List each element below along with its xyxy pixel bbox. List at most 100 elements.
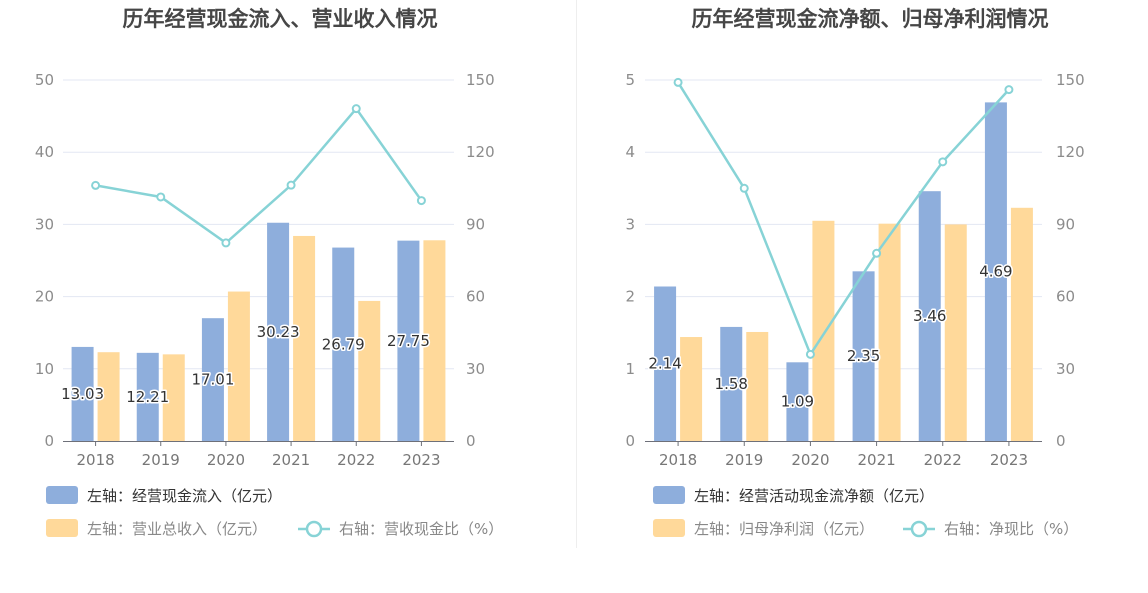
bar-secondary xyxy=(293,235,316,441)
y-left-tick-label: 5 xyxy=(625,71,635,89)
chart-panel-cash-inflow-revenue: 历年经营现金流入、营业收入情况 0 10 20 30 40 50 0 30 60 90 120 150… xyxy=(0,0,574,589)
bar-data-label: 13.03 xyxy=(61,385,104,403)
bar-secondary xyxy=(812,220,835,441)
legend-label-secondary: 左轴：归母净利润（亿元） xyxy=(694,520,874,538)
bar-secondary xyxy=(878,223,901,441)
y-left-tick-label: 10 xyxy=(35,360,54,378)
bar-data-label: 2.14 xyxy=(648,355,681,373)
legend-swatch-secondary xyxy=(46,519,78,537)
y-right-tick-label: 60 xyxy=(466,288,485,306)
bar-secondary xyxy=(680,337,703,441)
line-series xyxy=(677,81,1010,358)
bar-data-label: 17.01 xyxy=(191,371,234,389)
bar-primary xyxy=(201,318,224,441)
legend-label-line: 右轴：净现比（%） xyxy=(944,520,1078,538)
y-right-tick-label: 0 xyxy=(1056,432,1066,450)
y-right-tick-label: 150 xyxy=(1056,71,1085,89)
bar-secondary xyxy=(746,331,769,441)
y-left-tick-label: 40 xyxy=(35,143,54,161)
bar-primary xyxy=(136,352,159,441)
y-left-tick-label: 0 xyxy=(625,432,635,450)
bar-secondary xyxy=(358,300,381,441)
bar-primary xyxy=(397,240,420,441)
bar-secondary xyxy=(944,224,967,441)
bar-data-label: 3.46 xyxy=(913,307,946,325)
bar-data-label: 1.09 xyxy=(781,393,814,411)
x-tick-label: 2018 xyxy=(659,451,697,469)
chart-title-right: 历年经营现金流净额、归母净利润情况 xyxy=(692,7,1049,31)
x-tick-label: 2022 xyxy=(337,451,375,469)
bar-data-label: 2.35 xyxy=(847,347,880,365)
x-tick-label: 2019 xyxy=(142,451,180,469)
chart-panel-net-cashflow-profit: 历年经营现金流净额、归母净利润情况 0 1 2 3 4 5 0 30 60 90 120 150 201… xyxy=(574,0,1148,589)
y-left-tick-label: 2 xyxy=(625,288,635,306)
line-series xyxy=(95,106,423,245)
y-left-tick-label: 1 xyxy=(625,360,635,378)
line-point xyxy=(805,349,815,359)
x-tick-label: 2019 xyxy=(725,451,763,469)
bar-primary xyxy=(918,191,941,441)
bar-primary xyxy=(852,271,875,441)
bar-primary xyxy=(332,247,355,441)
x-tick-label: 2018 xyxy=(76,451,114,469)
legend-swatch-line-marker xyxy=(910,520,928,538)
line-point xyxy=(673,77,683,87)
x-tick-label: 2020 xyxy=(791,451,829,469)
legend-swatch-line-marker xyxy=(305,520,323,538)
bar-primary xyxy=(267,222,290,441)
bar-data-label: 30.23 xyxy=(257,323,300,341)
x-tick-label: 2021 xyxy=(272,451,310,469)
bar-data-label: 27.75 xyxy=(387,332,430,350)
y-right-tick-label: 90 xyxy=(466,215,485,233)
legend-label-line: 右轴：营收现金比（%） xyxy=(339,520,503,538)
y-right-tick-label: 0 xyxy=(466,432,476,450)
y-left-tick-label: 4 xyxy=(625,143,635,161)
x-tick-label: 2022 xyxy=(924,451,962,469)
legend-label-primary: 左轴：经营现金流入（亿元） xyxy=(87,487,282,505)
bar-data-label: 4.69 xyxy=(979,263,1012,281)
line-point xyxy=(938,157,948,167)
y-left-tick-label: 3 xyxy=(625,215,635,233)
legend-label-primary: 左轴：经营活动现金流净额（亿元） xyxy=(694,487,934,505)
bar-primary xyxy=(720,326,743,441)
bar-secondary xyxy=(227,291,250,441)
bar-data-label: 12.21 xyxy=(126,388,169,406)
line-point xyxy=(221,238,231,248)
y-left-tick-label: 20 xyxy=(35,288,54,306)
bar-data-label: 1.58 xyxy=(715,375,748,393)
y-right-tick-label: 60 xyxy=(1056,288,1075,306)
line-point xyxy=(416,196,426,206)
y-left-tick-label: 30 xyxy=(35,215,54,233)
y-right-tick-label: 30 xyxy=(1056,360,1075,378)
line-point xyxy=(286,180,296,190)
x-tick-label: 2023 xyxy=(402,451,440,469)
line-point xyxy=(351,104,361,114)
y-right-tick-label: 30 xyxy=(466,360,485,378)
bar-data-label: 26.79 xyxy=(322,335,365,353)
x-tick-label: 2021 xyxy=(857,451,895,469)
bar-primary xyxy=(786,362,809,441)
bar-secondary xyxy=(423,240,446,441)
line-point xyxy=(739,183,749,193)
chart-svg-right: 历年经营现金流净额、归母净利润情况 0 1 2 3 4 5 0 30 60 90 120 150 201… xyxy=(625,7,1085,538)
line-point xyxy=(91,180,101,190)
bar-secondary xyxy=(162,354,185,441)
line-point xyxy=(156,192,166,202)
bar-secondary xyxy=(97,352,120,441)
x-tick-label: 2020 xyxy=(207,451,245,469)
x-tick-label: 2023 xyxy=(990,451,1028,469)
bar-primary xyxy=(71,346,94,441)
bar-primary xyxy=(984,102,1007,441)
legend-swatch-secondary xyxy=(653,519,685,537)
legend-swatch-primary xyxy=(46,486,78,504)
panel-divider xyxy=(576,0,577,548)
legend-label-secondary: 左轴：营业总收入（亿元） xyxy=(87,520,267,538)
y-right-tick-label: 120 xyxy=(466,143,495,161)
chart-title-left: 历年经营现金流入、营业收入情况 xyxy=(123,7,438,31)
y-right-tick-label: 90 xyxy=(1056,215,1075,233)
y-right-tick-label: 150 xyxy=(466,71,495,89)
y-right-tick-label: 120 xyxy=(1056,143,1085,161)
bar-primary xyxy=(654,286,677,441)
line-point xyxy=(872,248,882,258)
legend-swatch-primary xyxy=(653,486,685,504)
